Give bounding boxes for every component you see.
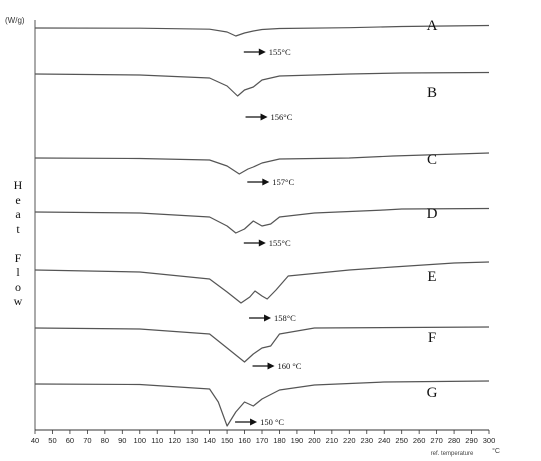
series-line-f (34, 326, 490, 363)
x-tick-label: 50 (48, 436, 56, 445)
series-line-c (34, 152, 490, 175)
series-label-b: B (427, 85, 437, 101)
x-tick-label: 130 (186, 436, 199, 445)
peak-annotation-c: 157°C (272, 177, 294, 187)
x-tick-label: 120 (168, 436, 181, 445)
peak-annotation-e: 158°C (274, 313, 296, 323)
y-unit-label: (W/g) (5, 16, 25, 25)
series-line-g (34, 380, 490, 427)
series-label-g: G (427, 385, 438, 401)
series-line-d (34, 207, 490, 234)
peak-annotation-g: 150 °C (260, 417, 284, 427)
x-tick-label: 180 (273, 436, 286, 445)
peak-arrowhead (250, 418, 258, 426)
peak-arrowhead (262, 178, 270, 186)
x-tick-label: 100 (134, 436, 147, 445)
x-tick-label: 80 (101, 436, 109, 445)
peak-arrowhead (267, 362, 275, 370)
series-label-f: F (428, 330, 436, 346)
peak-annotation-f: 160 °C (278, 361, 302, 371)
series-label-d: D (427, 206, 438, 222)
x-axis-label: ref. temperature (431, 451, 474, 457)
x-tick-label: 220 (343, 436, 356, 445)
x-tick-label: 200 (308, 436, 321, 445)
heat-flow-letter: t (16, 221, 20, 236)
x-axis-unit: °C (492, 447, 500, 455)
x-tick-label: 160 (238, 436, 251, 445)
x-tick-label: 260 (413, 436, 426, 445)
heat-flow-letter: o (15, 279, 21, 294)
x-tick-label: 210 (326, 436, 339, 445)
peak-arrowhead (264, 314, 272, 322)
x-tick-label: 140 (203, 436, 216, 445)
x-tick-label: 300 (483, 436, 496, 445)
heat-flow-letter: H (13, 178, 23, 192)
series-label-e: E (427, 269, 436, 285)
series-line-e (34, 261, 490, 304)
heat-flow-letter: e (15, 192, 21, 207)
peak-annotation-d: 155°C (269, 238, 291, 248)
x-tick-label: 70 (83, 436, 91, 445)
series-label-c: C (427, 152, 437, 168)
x-tick-label: 170 (256, 436, 269, 445)
heat-flow-letter: l (16, 265, 20, 279)
heat-flow-letter: F (14, 250, 22, 265)
heat-flow-letter: w (13, 294, 23, 308)
x-tick-label: 250 (395, 436, 408, 445)
series-line-a (34, 24, 490, 37)
peak-arrowhead (258, 239, 266, 247)
x-tick-label: 190 (291, 436, 304, 445)
series-line-b (34, 71, 490, 97)
x-tick-label: 150 (221, 436, 234, 445)
peak-arrowhead (260, 113, 268, 121)
peak-arrowhead (258, 48, 266, 56)
heat-flow-letter (12, 236, 24, 251)
x-tick-label: 280 (448, 436, 461, 445)
x-tick-label: 270 (430, 436, 443, 445)
x-tick-label: 40 (31, 436, 39, 445)
peak-annotation-b: 156°C (271, 112, 293, 122)
x-tick-label: 90 (118, 436, 126, 445)
series-label-a: A (427, 18, 438, 34)
peak-annotation-a: 155°C (269, 47, 291, 57)
x-tick-label: 230 (361, 436, 374, 445)
x-tick-label: 240 (378, 436, 391, 445)
x-tick-label: 60 (66, 436, 74, 445)
x-tick-label: 110 (151, 436, 163, 445)
x-tick-label: 290 (465, 436, 478, 445)
heat-flow-letter: a (15, 207, 21, 221)
